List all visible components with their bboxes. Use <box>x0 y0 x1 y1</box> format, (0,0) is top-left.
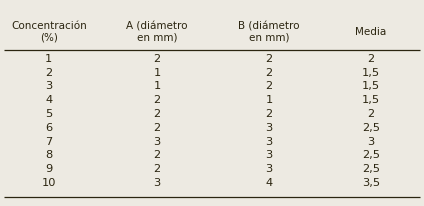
Text: 8: 8 <box>45 150 53 160</box>
Text: 2: 2 <box>153 123 160 133</box>
Text: 2,5: 2,5 <box>362 164 380 174</box>
Text: 10: 10 <box>42 178 56 188</box>
Text: 4: 4 <box>45 95 52 105</box>
Text: 2: 2 <box>153 95 160 105</box>
Text: 5: 5 <box>45 109 53 119</box>
Text: 1,5: 1,5 <box>362 95 380 105</box>
Text: 6: 6 <box>45 123 52 133</box>
Text: 1: 1 <box>153 81 161 91</box>
Text: Media: Media <box>355 27 387 37</box>
Text: 3: 3 <box>265 150 273 160</box>
Text: 2: 2 <box>45 68 52 77</box>
Text: 2: 2 <box>368 54 374 64</box>
Text: 3: 3 <box>153 137 161 146</box>
Text: 2: 2 <box>153 164 160 174</box>
Text: 2,5: 2,5 <box>362 123 380 133</box>
Text: 1: 1 <box>265 95 273 105</box>
Text: 2: 2 <box>266 81 273 91</box>
Text: 1,5: 1,5 <box>362 81 380 91</box>
Text: 4: 4 <box>266 178 273 188</box>
Text: 3,5: 3,5 <box>362 178 380 188</box>
Text: 9: 9 <box>45 164 53 174</box>
Text: 3: 3 <box>265 164 273 174</box>
Text: 3: 3 <box>265 137 273 146</box>
Text: 2: 2 <box>153 54 160 64</box>
Text: 3: 3 <box>45 81 53 91</box>
Text: 1,5: 1,5 <box>362 68 380 77</box>
Text: 2: 2 <box>153 109 160 119</box>
Text: 2,5: 2,5 <box>362 150 380 160</box>
Text: A (diámetro
en mm): A (diámetro en mm) <box>126 21 188 43</box>
Text: 2: 2 <box>153 150 160 160</box>
Text: 2: 2 <box>266 68 273 77</box>
Text: 3: 3 <box>265 123 273 133</box>
Text: 2: 2 <box>266 54 273 64</box>
Text: 2: 2 <box>266 109 273 119</box>
Text: B (diámetro
en mm): B (diámetro en mm) <box>238 21 300 43</box>
Text: 1: 1 <box>153 68 161 77</box>
Text: 2: 2 <box>368 109 374 119</box>
Text: Concentración
(%): Concentración (%) <box>11 21 86 43</box>
Text: 3: 3 <box>153 178 161 188</box>
Text: 7: 7 <box>45 137 53 146</box>
Text: 3: 3 <box>367 137 375 146</box>
Text: 1: 1 <box>45 54 53 64</box>
